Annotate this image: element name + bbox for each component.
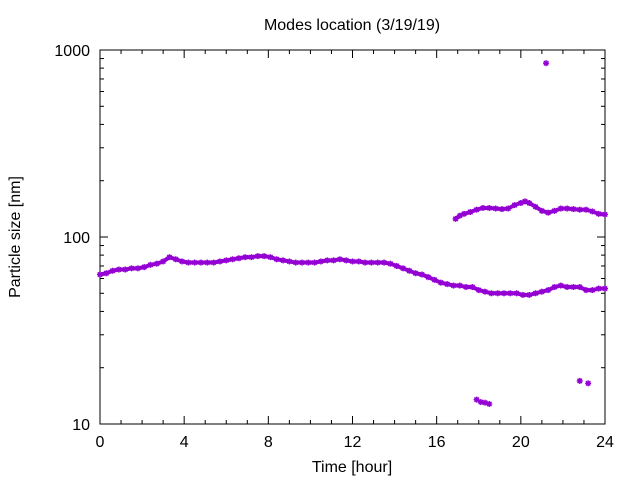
x-tick-label: 12 [344, 434, 362, 451]
plot-frame [99, 49, 606, 425]
plot-axes: 0 4 8 12 16 20 24 10 100 1000 [54, 43, 614, 451]
x-tick-label: 20 [512, 434, 530, 451]
data-point [473, 396, 480, 403]
x-tick-label: 0 [96, 434, 105, 451]
y-tick-label: 1000 [54, 43, 90, 60]
x-tick-label: 24 [596, 434, 614, 451]
data-point [576, 377, 583, 384]
series-trace [98, 254, 607, 297]
data-point [543, 60, 550, 67]
data-point [486, 400, 493, 407]
y-tick-label: 100 [63, 230, 90, 247]
y-axis-label: Particle size [nm] [7, 176, 24, 298]
x-axis-label: Time [hour] [312, 459, 392, 476]
x-tick-label: 8 [264, 434, 273, 451]
series-trace [453, 199, 607, 221]
data-point [585, 380, 592, 387]
x-tick-label: 4 [180, 434, 189, 451]
chart-title: Modes location (3/19/19) [264, 17, 440, 34]
x-tick-label: 16 [428, 434, 446, 451]
data-points [97, 60, 608, 407]
y-tick-label: 10 [72, 417, 90, 434]
